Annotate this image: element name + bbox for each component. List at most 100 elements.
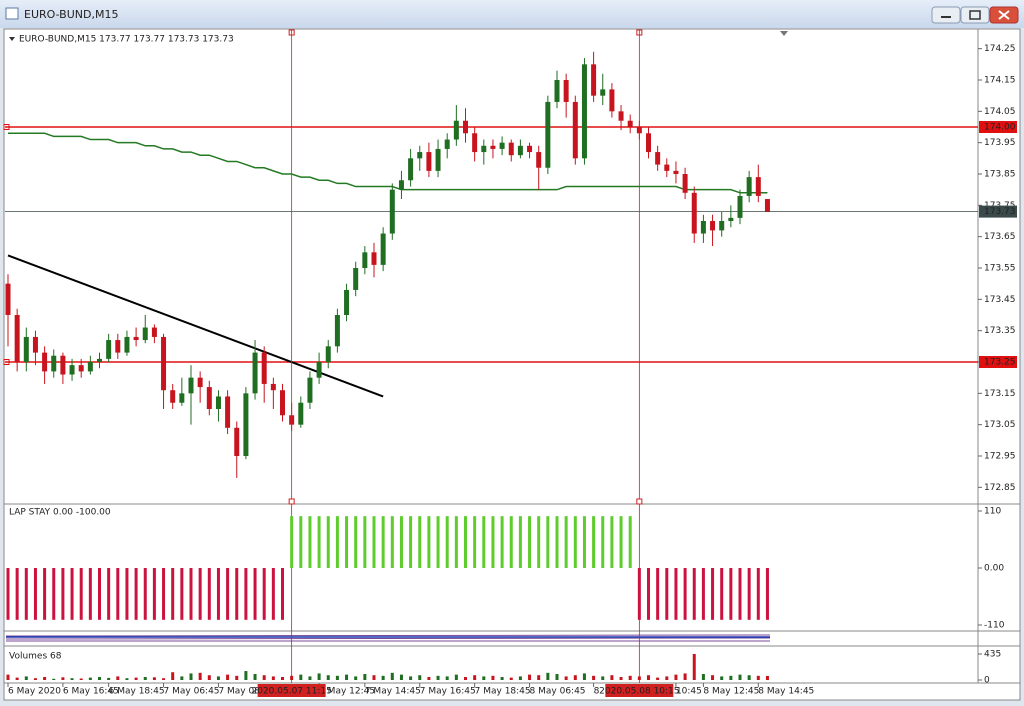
volume-bar [756, 675, 760, 680]
candle-body [161, 336, 167, 391]
candle-body [298, 402, 304, 425]
candle-body [572, 101, 578, 159]
volume-bar [582, 673, 586, 680]
indicator-bar [555, 516, 559, 568]
last-price-label: 173.73 [984, 207, 1016, 217]
indicator-bar [518, 516, 522, 568]
volume-bar [299, 674, 303, 680]
candle-body [398, 180, 404, 190]
candle-body [215, 396, 221, 409]
volume-bar [271, 676, 275, 680]
minimize-button[interactable] [931, 6, 961, 24]
volume-bar [88, 677, 92, 680]
volume-bar [162, 678, 166, 680]
indicator-bar [399, 516, 403, 568]
volume-bar [546, 672, 550, 680]
y-tick-label: 172.85 [984, 483, 1016, 493]
volume-bar [345, 674, 349, 680]
volume-bar [765, 675, 769, 680]
volume-bar [308, 676, 312, 680]
candle-body [646, 133, 651, 153]
y-tick-label: 173.45 [984, 295, 1016, 305]
chart-area [3, 28, 1021, 701]
x-tick-label: 7 May 16:45 [420, 687, 476, 697]
candle-body [764, 199, 770, 212]
vertical-line-marker [288, 498, 295, 505]
indicator-bar [299, 516, 303, 568]
indicator-bar [244, 568, 248, 620]
candle-body [170, 390, 176, 403]
candle-body [362, 252, 368, 268]
volume-bar [665, 676, 669, 680]
volume-bar [79, 678, 83, 680]
indicator-bar [281, 568, 284, 620]
x-tick-label: 6 May 16:45 [63, 687, 119, 697]
candle-body [472, 133, 478, 153]
volume-bar [363, 674, 367, 680]
volume-bar [491, 675, 495, 680]
y-tick-label: 110 [984, 507, 1001, 517]
candle-body [618, 111, 624, 121]
candle-body [106, 340, 112, 359]
indicator-bar [756, 568, 760, 620]
volume-bar [518, 676, 522, 680]
volume-bar [619, 677, 623, 680]
volume-bar [152, 677, 156, 680]
indicator-bar [601, 516, 605, 568]
candle-body [334, 315, 340, 347]
level-marker [3, 124, 10, 130]
y-tick-label: 0 [984, 676, 990, 686]
indicator-bar [582, 516, 586, 568]
candle-body [481, 145, 487, 153]
candle-body [700, 221, 706, 234]
volume-bar [134, 677, 138, 680]
volume-bar [235, 675, 239, 680]
indicator-bar [482, 516, 486, 568]
indicator-bar [24, 568, 28, 620]
candle-body [609, 89, 615, 112]
volume-bar [125, 678, 129, 680]
y-tick-label: 174.15 [984, 76, 1016, 86]
x-tick-label: 7 May 18:45 [475, 687, 531, 697]
indicator-bar [116, 568, 120, 620]
indicator-bar [125, 568, 129, 620]
x-tick-label: 10:45 [676, 687, 702, 697]
indicator-bar [674, 568, 678, 620]
indicator-bar [592, 516, 596, 568]
indicator-bar [656, 568, 660, 620]
volume-bar [354, 676, 358, 680]
maximize-button[interactable] [960, 6, 990, 24]
indicator-bar [15, 568, 19, 620]
candle-body [508, 142, 514, 156]
volume-bar [573, 675, 577, 680]
vertical-line-label-box [605, 684, 674, 697]
indicator-bar [198, 568, 202, 620]
volume-bar [628, 675, 632, 680]
level-marker [3, 359, 10, 365]
indicator-bar [619, 516, 623, 568]
indicator-bar [317, 516, 321, 568]
candle-body [344, 289, 350, 315]
indicator-bar [345, 516, 349, 568]
y-tick-label: 174.05 [984, 107, 1016, 117]
indicator-bar [509, 516, 513, 568]
volume-bar [226, 674, 230, 680]
close-icon [998, 10, 1010, 20]
volume-bar [372, 675, 376, 680]
volume-bar [409, 676, 413, 680]
candle-body [97, 358, 102, 362]
volume-bar [399, 674, 403, 680]
candle-body [270, 383, 276, 391]
candle-body [252, 352, 258, 394]
volume-bar [436, 675, 440, 680]
candle-body [5, 283, 11, 315]
volume-bar [683, 673, 687, 680]
candle-body [133, 336, 139, 341]
candle-body [32, 336, 38, 353]
volume-bar [637, 676, 641, 680]
candle-body [234, 427, 240, 456]
indicator-bar [235, 568, 239, 620]
indicator-bar [33, 568, 37, 620]
last-price-box [979, 205, 1017, 218]
